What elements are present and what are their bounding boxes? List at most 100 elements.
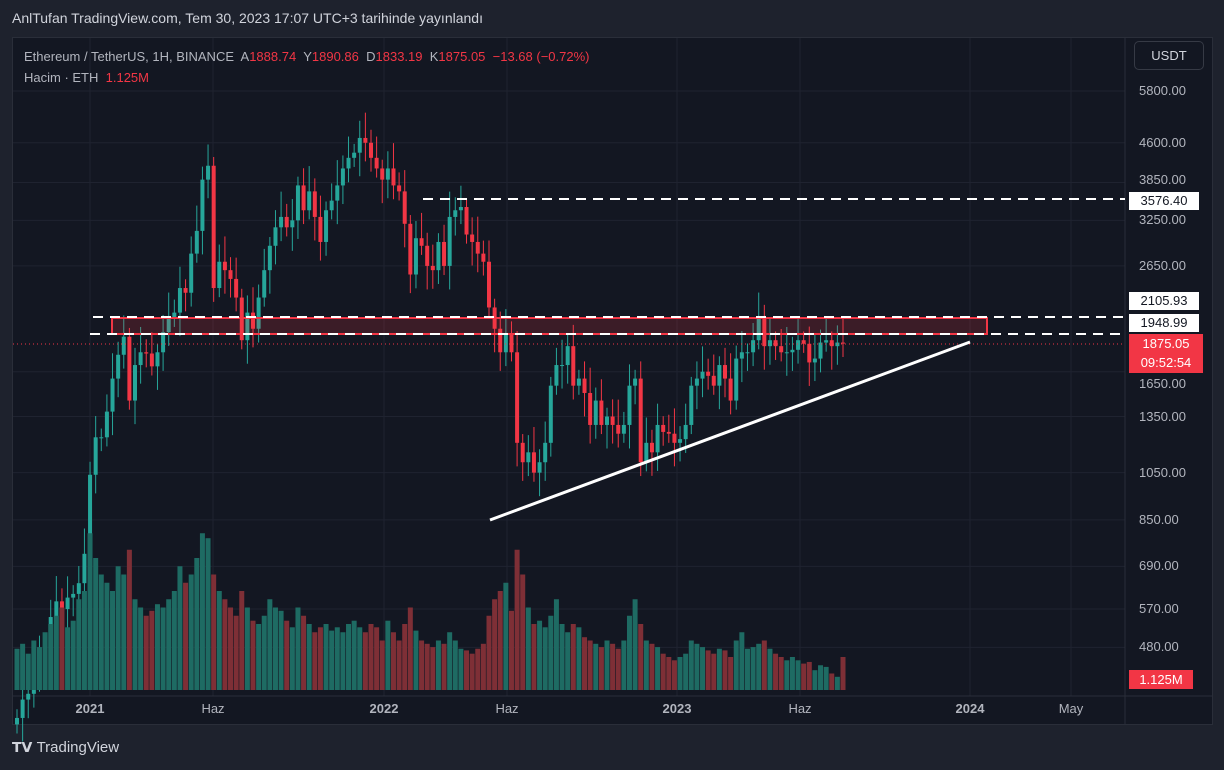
low-label: D xyxy=(366,49,376,64)
volume-bar xyxy=(132,599,138,690)
volume-bar xyxy=(385,620,391,690)
candle xyxy=(76,583,81,594)
candle xyxy=(436,241,441,271)
volume-bar xyxy=(464,650,470,690)
volume-bar xyxy=(576,627,582,690)
volume-value: 1.125M xyxy=(105,70,149,85)
high-value: 1890.86 xyxy=(311,49,359,64)
volume-bar xyxy=(368,624,374,690)
volume-bar xyxy=(53,615,59,690)
publish-header: AnlTufan TradingView.com, Tem 30, 2023 1… xyxy=(12,10,483,26)
candle xyxy=(54,601,59,618)
candle xyxy=(177,288,182,313)
candle xyxy=(324,210,329,242)
volume-bar xyxy=(818,665,824,690)
volume-bar xyxy=(430,647,436,690)
volume-label: Hacim · ETH xyxy=(24,70,99,85)
candle xyxy=(582,378,587,393)
candle xyxy=(762,317,767,347)
volume-bar xyxy=(267,599,273,690)
volume-bar xyxy=(284,620,290,690)
logo-text: TradingView xyxy=(36,739,120,756)
candle xyxy=(26,693,31,700)
time-axis-label: May xyxy=(1058,701,1084,716)
candle xyxy=(121,336,126,355)
chart-legend: Ethereum / TetherUS, 1H, BINANCE A1888.7… xyxy=(24,46,590,88)
candle xyxy=(447,216,452,266)
volume-bar xyxy=(480,643,486,690)
volume-bar xyxy=(559,624,565,690)
volume-bar xyxy=(553,599,559,690)
volume-bar xyxy=(70,620,76,690)
volume-bar xyxy=(402,624,408,690)
volume-bar xyxy=(199,533,205,690)
candle xyxy=(133,365,137,401)
price-axis-label: 3250.00 xyxy=(1139,212,1186,228)
volume-bar xyxy=(548,615,554,690)
candle xyxy=(812,358,817,363)
volume-bar xyxy=(655,647,661,690)
candle xyxy=(503,334,508,353)
resistance-zone xyxy=(111,317,988,335)
candle xyxy=(217,261,222,289)
candle xyxy=(784,352,789,354)
open-value: 1888.74 xyxy=(249,49,297,64)
volume-bar xyxy=(705,650,711,690)
candle xyxy=(279,216,284,228)
volume-bar xyxy=(649,643,655,690)
candle xyxy=(329,200,334,211)
volume-bar xyxy=(104,582,110,690)
candle xyxy=(228,270,233,279)
volume-bar xyxy=(31,640,37,690)
volume-bar xyxy=(228,607,234,690)
candle xyxy=(537,462,542,473)
price-axis-label: 1650.00 xyxy=(1139,376,1186,391)
volume-bar xyxy=(475,648,481,690)
volume-bar xyxy=(126,549,132,690)
volume-bar xyxy=(177,566,183,690)
candle xyxy=(779,346,784,353)
candle xyxy=(206,165,211,180)
volume-bar xyxy=(582,637,588,690)
candle xyxy=(380,168,385,180)
candle xyxy=(391,168,396,186)
candle xyxy=(829,340,834,347)
candle xyxy=(295,185,300,221)
volume-bar xyxy=(520,574,526,690)
candle xyxy=(262,270,267,298)
volume-bar xyxy=(435,640,441,690)
volume-bar xyxy=(14,648,20,690)
volume-bar xyxy=(138,607,144,690)
volume-bar xyxy=(233,615,239,690)
tradingview-logo[interactable]: 𝗧𝗩 TradingView xyxy=(12,739,119,756)
volume-bar xyxy=(773,653,779,690)
volume-bar xyxy=(795,660,801,690)
price-axis-label: 690.00 xyxy=(1139,558,1179,574)
candle xyxy=(723,365,727,379)
candle xyxy=(385,168,390,180)
volume-bar xyxy=(98,574,104,690)
currency-button[interactable]: USDT xyxy=(1134,41,1204,70)
volume-bar xyxy=(312,632,318,690)
candle xyxy=(464,207,469,235)
volume-bar xyxy=(441,643,447,690)
candle xyxy=(751,340,756,353)
volume-bar xyxy=(419,640,425,690)
candle xyxy=(576,378,581,386)
volume-bar xyxy=(671,660,677,690)
volume-bar xyxy=(604,640,610,690)
candle xyxy=(610,416,615,425)
volume-bar xyxy=(340,632,346,690)
volume-bar xyxy=(660,653,666,690)
candle xyxy=(543,442,548,463)
volume-bar xyxy=(761,640,767,690)
volume-bar xyxy=(694,643,700,690)
candle xyxy=(633,378,638,386)
volume-bar xyxy=(570,624,576,690)
candle xyxy=(509,334,514,353)
candle xyxy=(194,230,199,254)
candle xyxy=(605,416,609,425)
volume-bar xyxy=(733,640,739,690)
candle xyxy=(548,385,553,443)
